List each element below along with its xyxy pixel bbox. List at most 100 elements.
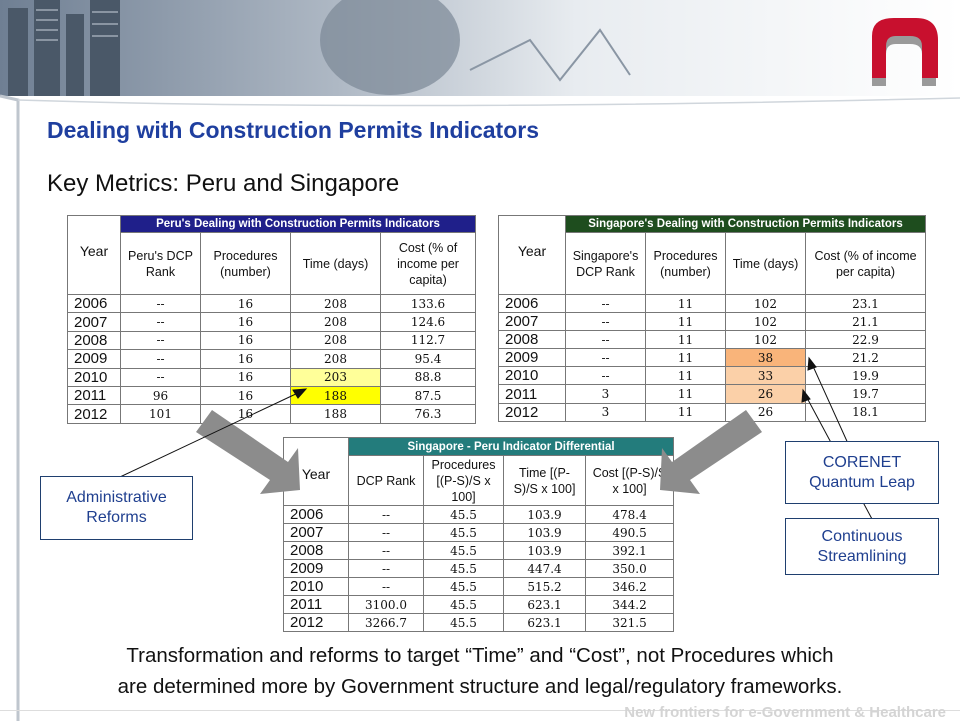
year-cell: 2012 (498, 402, 566, 422)
data-cell: 11 (645, 293, 726, 314)
year-cell: 2011 (283, 595, 349, 614)
data-row: 2011 96 16 188 87.5 (67, 385, 477, 406)
data-cell: 16 (200, 404, 291, 424)
year-cell: 2012 (67, 404, 121, 424)
data-cell: 3 (565, 384, 646, 404)
data-cell: 88.8 (379, 367, 477, 387)
data-cell: 102 (725, 330, 806, 350)
data-cell: 203 (290, 367, 381, 387)
data-cell: 490.5 (584, 523, 675, 542)
header-cell: Peru's DCP Rank (120, 232, 201, 295)
data-row: 2011 3100.0 45.5 623.1 344.2 (283, 595, 675, 614)
year-cell: 2007 (67, 312, 121, 332)
slide-title: Dealing with Construction Permits Indica… (47, 117, 540, 143)
data-cell: 45.5 (423, 595, 504, 614)
data-cell: 19.9 (805, 366, 926, 386)
table-title: Singapore's Dealing with Construction Pe… (565, 215, 926, 233)
title-row: Year Singapore - Peru Indicator Different… (283, 437, 675, 506)
title-row: Year Peru's Dealing with Construction Per… (67, 215, 477, 295)
data-row: 2011 3 11 26 19.7 (498, 384, 926, 404)
data-cell: 11 (645, 330, 726, 350)
data-cell: 26 (725, 384, 806, 404)
data-row: 2009 -- 11 38 21.2 (498, 348, 926, 368)
data-cell: 21.1 (805, 312, 926, 332)
data-cell: 208 (290, 349, 381, 369)
header-row: DCP Rank Procedures [(P-S)/S x 100] Time [… (284, 455, 675, 506)
data-table: Year Peru's Dealing with Construction Per… (67, 215, 477, 424)
data-row: 2006 -- 45.5 103.9 478.4 (283, 505, 675, 524)
year-cell: 2008 (498, 330, 566, 350)
data-cell: 103.9 (503, 523, 586, 542)
data-cell: 16 (200, 293, 291, 314)
data-row: 2006 -- 16 208 133.6 (67, 293, 477, 314)
header-row: Singapore's DCP Rank Procedures (number) T… (499, 232, 926, 295)
data-cell: 11 (645, 348, 726, 368)
data-cell: -- (565, 348, 646, 368)
data-cell: -- (348, 523, 424, 542)
data-cell: -- (348, 559, 424, 578)
data-cell: -- (120, 312, 201, 332)
header-cell: Procedures [(P-S)/S x 100] (423, 455, 504, 506)
header-cell: Singapore's DCP Rank (565, 232, 646, 295)
data-cell: 23.1 (805, 293, 926, 314)
header-row: Peru's DCP Rank Procedures (number) Time (… (68, 232, 477, 295)
data-cell: 96 (120, 385, 201, 406)
data-cell: -- (348, 505, 424, 524)
data-cell: 623.1 (503, 613, 586, 632)
data-cell: 515.2 (503, 577, 586, 596)
data-cell: 208 (290, 330, 381, 351)
data-cell: 623.1 (503, 595, 586, 614)
year-cell: 2010 (67, 367, 121, 387)
data-cell: -- (120, 349, 201, 369)
year-cell: 2008 (67, 330, 121, 351)
year-cell: 2010 (498, 366, 566, 386)
data-cell: 3 (565, 402, 646, 422)
data-cell: 11 (645, 384, 726, 404)
data-cell: 45.5 (423, 613, 504, 632)
header-cell: Cost (% of income per capita) (805, 232, 926, 295)
data-cell: 112.7 (379, 330, 477, 351)
data-row: 2010 -- 45.5 515.2 346.2 (283, 577, 675, 596)
data-row: 2008 -- 11 102 22.9 (498, 330, 926, 350)
header-cell: Time (days) (290, 232, 381, 295)
data-row: 2012 3 11 26 18.1 (498, 402, 926, 422)
data-cell: 45.5 (423, 523, 504, 542)
data-cell: 102 (725, 312, 806, 332)
data-cell: 76.3 (379, 404, 477, 424)
year-cell: 2009 (498, 348, 566, 368)
callout: Administrative Reforms (40, 476, 193, 540)
data-row: 2008 -- 45.5 103.9 392.1 (283, 541, 675, 560)
slide-subtitle: Key Metrics: Peru and Singapore (47, 170, 400, 197)
footer: New frontiers for e-Government & Healthc… (624, 704, 946, 721)
data-cell: 188 (290, 404, 381, 424)
conclusion-line: Transformation and reforms to target “Ti… (126, 644, 834, 667)
data-cell: 45.5 (423, 505, 504, 524)
data-cell: -- (120, 330, 201, 351)
data-cell: -- (565, 312, 646, 332)
header-cell: Year (498, 215, 566, 295)
data-cell: 21.2 (805, 348, 926, 368)
data-cell: 102 (725, 293, 806, 314)
data-cell: 103.9 (503, 541, 586, 560)
data-cell: 19.7 (805, 384, 926, 404)
header-cell: Procedures (number) (200, 232, 291, 295)
header-cell: Procedures (number) (645, 232, 726, 295)
year-cell: 2009 (283, 559, 349, 578)
data-cell: -- (348, 541, 424, 560)
data-row: 2010 -- 16 203 88.8 (67, 367, 477, 387)
data-cell: 103.9 (503, 505, 586, 524)
header-cell: Year (283, 437, 349, 506)
data-cell: 3100.0 (348, 595, 424, 614)
data-row: 2008 -- 16 208 112.7 (67, 330, 477, 351)
data-row: 2012 101 16 188 76.3 (67, 404, 477, 424)
data-row: 2009 -- 45.5 447.4 350.0 (283, 559, 675, 578)
data-cell: 188 (290, 385, 381, 406)
table-title: Peru's Dealing with Construction Permits… (119, 215, 477, 233)
data-cell: 22.9 (805, 330, 926, 350)
data-row: 2007 -- 11 102 21.1 (498, 312, 926, 332)
data-cell: 208 (290, 312, 381, 332)
data-cell: 11 (645, 402, 726, 422)
data-cell: 208 (290, 293, 381, 314)
